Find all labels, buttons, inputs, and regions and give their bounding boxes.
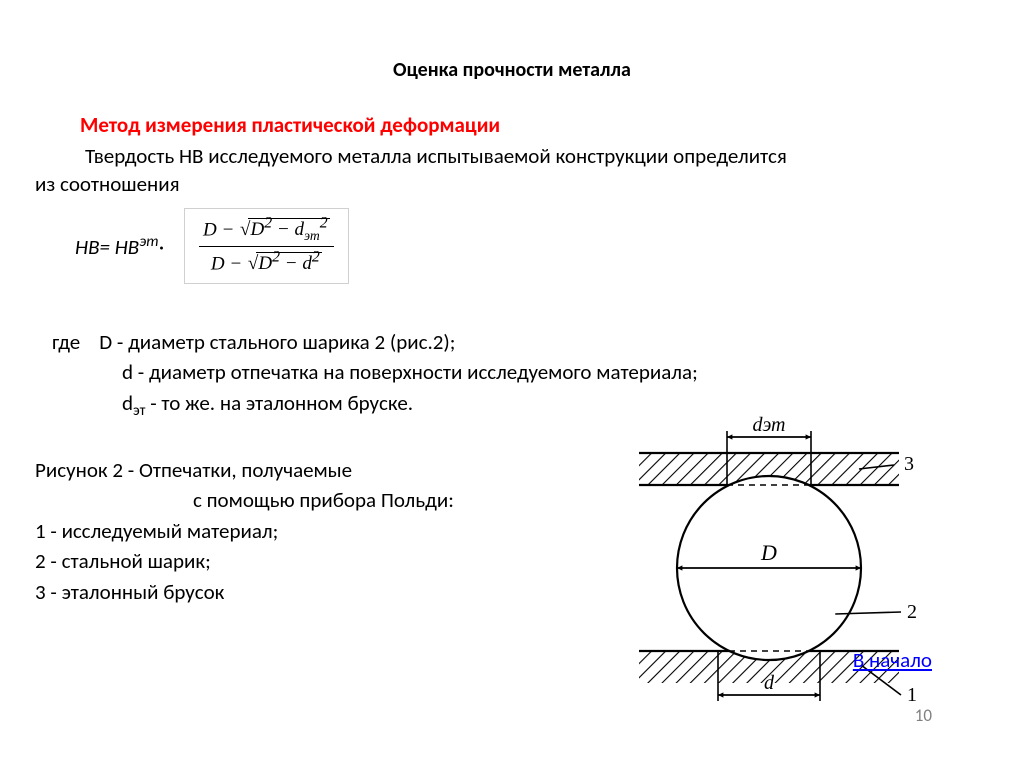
where-item: D - диаметр стального шарика 2 (рис.2); — [99, 329, 455, 355]
where-item: dэт - то же. на эталонном бруске. — [52, 388, 698, 423]
figure-caption-line-1: Рисунок 2 - Отпечатки, получаемые — [35, 455, 454, 485]
page-title: Оценка прочности металла — [0, 58, 1024, 82]
formula: НВ= НВэт· D − D2 − dэт2 D − D2 − d2 — [75, 208, 349, 284]
formula-lhs-sup: эт — [139, 232, 158, 251]
formula-num-a: D — [203, 219, 217, 240]
formula-fraction: D − D2 − dэт2 D − D2 − d2 — [184, 208, 349, 284]
intro-line-1: Твердость НВ исследуемого металла испыты… — [35, 142, 995, 170]
where-item: d - диаметр отпечатка на поверхности исс… — [52, 357, 698, 387]
figure-caption: Рисунок 2 - Отпечатки, получаемые с помо… — [35, 455, 454, 607]
formula-num-sqrt-body: D2 − dэт2 — [248, 218, 329, 240]
formula-lhs-plain: НВ= НВ — [75, 234, 139, 260]
page-number: 10 — [915, 705, 932, 726]
formula-num-minus: − — [217, 219, 239, 240]
formula-den-a: D — [211, 253, 225, 274]
svg-text:dэт: dэт — [753, 414, 786, 436]
formula-lhs-dot: · — [159, 234, 164, 260]
back-to-top-link[interactable]: В начало — [853, 647, 932, 673]
figure-caption-item: 2 - стальной шарик; — [35, 546, 454, 576]
svg-text:d: d — [764, 672, 775, 694]
figure-caption-line-2: с помощью прибора Польди: — [35, 485, 454, 515]
intro-text: Твердость НВ исследуемого металла испыты… — [35, 142, 995, 199]
formula-den-sqrt-body: D2 − d2 — [256, 252, 321, 274]
svg-text:3: 3 — [904, 453, 914, 475]
intro-line-2: из соотношения — [35, 170, 995, 198]
where-label: где — [52, 329, 80, 355]
where-line-1: где D - диаметр стального шарика 2 (рис.… — [52, 327, 698, 357]
formula-lhs: НВ= НВэт· — [75, 232, 164, 260]
where-block: где D - диаметр стального шарика 2 (рис.… — [52, 327, 698, 423]
svg-text:2: 2 — [907, 601, 917, 623]
svg-text:D: D — [760, 540, 777, 565]
formula-den-sqrt: D2 − d2 — [247, 249, 322, 275]
formula-num-sqrt: D2 − dэт2 — [239, 215, 330, 244]
figure-caption-item: 3 - эталонный брусок — [35, 577, 454, 607]
figure-caption-item: 1 - исследуемый материал; — [35, 516, 454, 546]
svg-text:1: 1 — [907, 684, 917, 706]
formula-den-minus: − — [225, 253, 247, 274]
section-subtitle: Метод измерения пластической деформации — [80, 112, 500, 138]
